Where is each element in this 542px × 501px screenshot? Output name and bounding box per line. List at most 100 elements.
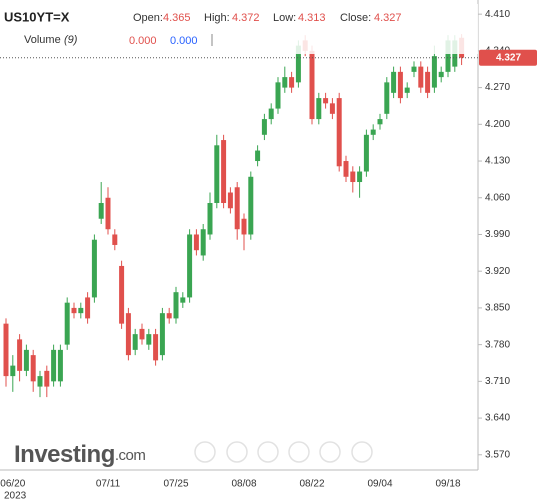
candle-body <box>187 234 193 298</box>
y-tick-label: 3.640 <box>485 413 510 424</box>
candle-body <box>23 349 29 371</box>
y-tick-label: 3.850 <box>485 303 510 314</box>
candle-body <box>241 218 247 235</box>
nav-button[interactable] <box>257 441 279 463</box>
nav-button[interactable] <box>194 441 216 463</box>
open-value: 4.365 <box>163 12 191 24</box>
candle-body <box>357 171 363 183</box>
candle-body <box>98 203 104 219</box>
candle-body <box>370 129 376 135</box>
candle-body <box>146 334 152 345</box>
candle-body <box>336 98 342 167</box>
candle-body <box>227 192 233 209</box>
candle-body <box>214 145 220 204</box>
nav-button[interactable] <box>319 441 341 463</box>
header-bg <box>0 4 478 54</box>
candle-body <box>391 71 397 93</box>
nav-buttons <box>194 441 373 463</box>
x-tick-label: 07/25 <box>163 479 188 490</box>
candle-body <box>425 71 431 93</box>
candle-body <box>159 313 165 356</box>
x-tick-label: 09/04 <box>367 479 392 490</box>
candle-body <box>51 349 57 382</box>
candle-body <box>343 161 349 177</box>
volume-value: 0.000 <box>170 35 198 47</box>
candle-body <box>37 376 43 387</box>
candle-body <box>309 50 315 120</box>
candle-body <box>57 349 63 382</box>
candle-body <box>166 313 172 319</box>
candle-body <box>248 176 254 235</box>
candle-body <box>221 140 227 204</box>
candle-body <box>268 108 274 120</box>
nav-button[interactable] <box>288 441 310 463</box>
candle-body <box>125 313 131 356</box>
candle-body <box>261 119 267 135</box>
candle-body <box>200 229 206 256</box>
candle-body <box>207 203 213 235</box>
candle-body <box>234 187 240 230</box>
nav-button[interactable] <box>351 441 373 463</box>
low-value: 4.313 <box>298 12 326 24</box>
x-tick-label: 09/18 <box>435 479 460 490</box>
candle-body <box>78 307 84 314</box>
x-tick-label: 07/11 <box>96 479 121 490</box>
nav-button[interactable] <box>226 441 248 463</box>
close-value: 4.327 <box>374 12 402 24</box>
candle-body <box>404 87 410 93</box>
year-label: 2023 <box>4 491 27 501</box>
y-tick-label: 4.130 <box>485 156 510 167</box>
candle-body <box>173 292 179 319</box>
candle-body <box>384 82 390 114</box>
candle-body <box>418 66 424 88</box>
candle-body <box>139 328 145 340</box>
candle-body <box>112 234 118 245</box>
volume-value: 0.000 <box>129 35 157 47</box>
x-tick-label: 06/20 <box>0 479 25 490</box>
y-tick-label: 4.410 <box>485 9 510 20</box>
candle-body <box>329 103 335 114</box>
candle-body <box>255 150 261 162</box>
candle-body <box>295 45 301 83</box>
y-tick-label: 3.990 <box>485 229 510 240</box>
candle-body <box>17 339 23 371</box>
candle-body <box>10 365 16 377</box>
candle-body <box>85 297 91 319</box>
candle-body <box>91 239 97 298</box>
volume-label: Volume <box>24 34 61 46</box>
candle-body <box>323 98 329 104</box>
candle-body <box>411 66 417 72</box>
y-tick-label: 3.780 <box>485 339 510 350</box>
volume-param: (9) <box>64 34 78 46</box>
last-price-label: 4.327 <box>496 52 521 63</box>
high-label: High: <box>204 12 230 24</box>
candle-body <box>119 265 125 324</box>
y-tick-label: 3.920 <box>485 266 510 277</box>
candle-body <box>289 77 295 88</box>
x-tick-label: 08/22 <box>299 479 324 490</box>
candle-body <box>64 302 70 345</box>
candle-body <box>431 56 437 88</box>
close-label: Close: <box>340 12 371 24</box>
candle-body <box>282 77 288 88</box>
y-tick-label: 4.270 <box>485 82 510 93</box>
symbol: US10YT=X <box>4 9 70 24</box>
candle-body <box>132 334 138 350</box>
x-tick-label: 08/08 <box>231 479 256 490</box>
y-tick-label: 3.710 <box>485 376 510 387</box>
candle-body <box>438 71 444 78</box>
last-price-tag <box>479 49 537 66</box>
open-label: Open: <box>133 12 163 24</box>
candle-body <box>275 82 281 109</box>
candle-body <box>71 307 77 314</box>
y-tick-label: 4.060 <box>485 192 510 203</box>
candle-body <box>350 171 356 183</box>
candle-body <box>105 197 111 230</box>
high-value: 4.372 <box>232 12 260 24</box>
candle-body <box>153 334 159 361</box>
watermark-main: Investing <box>14 441 115 468</box>
candle-body <box>44 370 50 387</box>
y-tick-label: 4.200 <box>485 119 510 130</box>
